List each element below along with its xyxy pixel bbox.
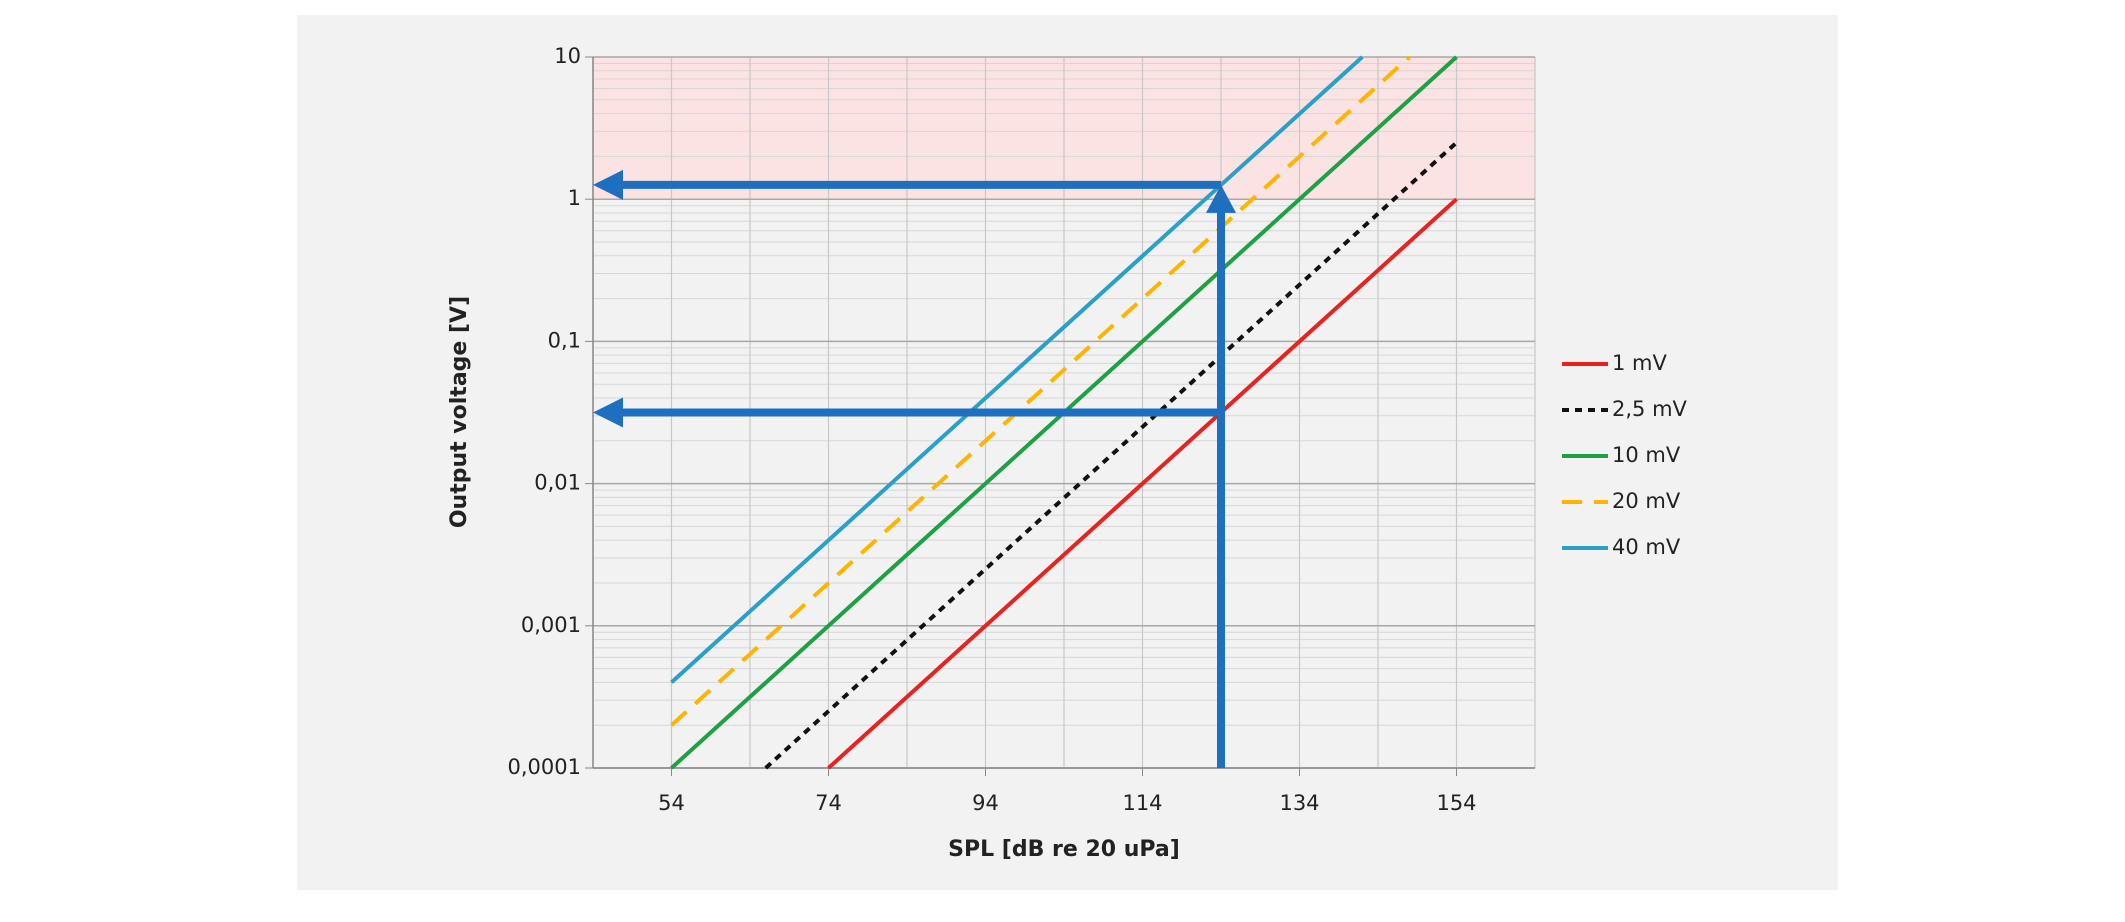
legend-label: 10 mV	[1612, 443, 1681, 467]
legend-label: 2,5 mV	[1612, 397, 1688, 421]
y-tick-label: 1	[568, 186, 581, 210]
series-line	[827, 197, 1458, 770]
x-tick-label: 54	[658, 791, 685, 815]
marker-arrowhead	[593, 169, 623, 200]
series-line	[670, 55, 1411, 727]
legend-label: 40 mV	[1612, 535, 1681, 559]
x-tick-label: 154	[1436, 791, 1476, 815]
y-tick-label: 0,01	[534, 471, 581, 495]
marker-arrowhead	[1206, 184, 1236, 213]
series-line	[670, 55, 1364, 684]
y-tick-label: 0,001	[521, 613, 581, 637]
y-tick-label: 0,1	[548, 328, 581, 352]
x-axis-title: SPL [dB re 20 uPa]	[948, 837, 1180, 862]
legend-label: 20 mV	[1612, 489, 1681, 513]
y-tick-label: 0,0001	[508, 755, 581, 779]
x-tick-label: 94	[972, 791, 999, 815]
y-tick-label: 10	[554, 44, 581, 68]
legend-label: 1 mV	[1612, 351, 1667, 375]
x-tick-label: 74	[815, 791, 842, 815]
marker-arrowhead	[593, 397, 623, 428]
y-axis-title: Output voltage [V]	[447, 296, 472, 528]
x-tick-label: 114	[1122, 791, 1162, 815]
x-tick-label: 134	[1279, 791, 1319, 815]
